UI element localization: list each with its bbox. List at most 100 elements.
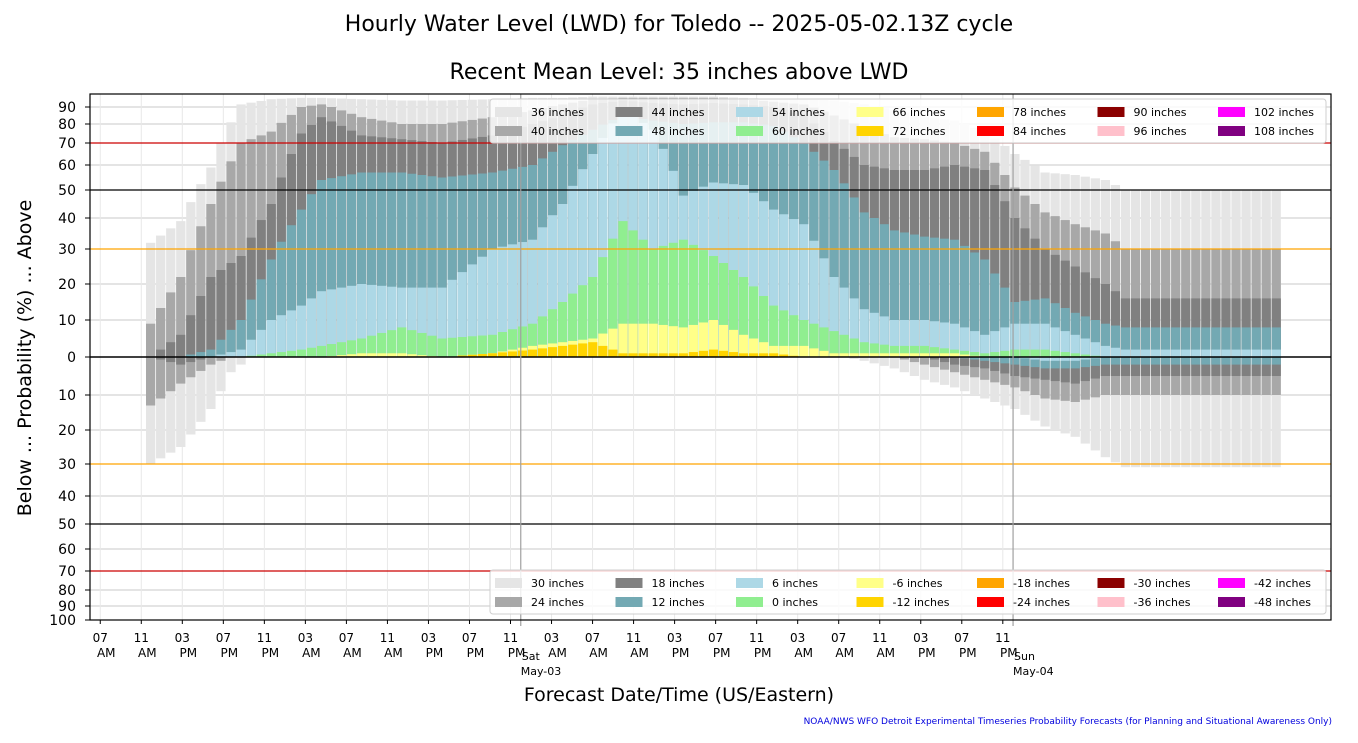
bar-above-segment xyxy=(618,221,628,357)
bar-above-segment xyxy=(336,342,347,357)
bar-above-segment xyxy=(286,310,296,357)
bar-above-segment xyxy=(447,337,457,357)
bar-below-segment xyxy=(1251,357,1261,365)
bar-below-segment xyxy=(919,357,930,380)
x-axis-label: Forecast Date/Time (US/Eastern) xyxy=(523,684,835,706)
bar-above-segment xyxy=(929,321,940,357)
y-tick-label: 50 xyxy=(58,183,76,199)
bar-above-segment xyxy=(226,263,236,357)
day-label: Sat xyxy=(522,650,541,663)
bar-above-segment xyxy=(236,256,246,357)
bar-below-segment xyxy=(1130,357,1141,468)
bar-above-segment xyxy=(849,197,859,357)
bar-above-segment xyxy=(326,178,337,357)
bar-below-segment xyxy=(186,357,196,363)
bar-above-segment xyxy=(869,218,879,357)
legend-label: -48 inches xyxy=(1254,596,1311,609)
y-tick-label: 10 xyxy=(58,313,76,329)
bar-below-segment xyxy=(1060,357,1070,369)
bar-below-segment xyxy=(1231,357,1241,468)
bar-above-segment xyxy=(558,204,568,357)
x-tick-hour: 07 xyxy=(216,631,231,645)
bar-above-segment xyxy=(809,348,819,357)
bar-above-segment xyxy=(939,353,950,357)
x-tick-hour: 11 xyxy=(380,631,395,645)
bar-below-segment xyxy=(196,357,206,371)
bar-above-segment xyxy=(306,298,317,357)
bar-above-segment xyxy=(960,354,970,357)
bar-above-segment xyxy=(980,334,990,357)
bar-above-segment xyxy=(1211,327,1221,357)
bar-above-segment xyxy=(779,354,789,357)
bar-below-segment xyxy=(1171,357,1181,365)
bar-above-segment xyxy=(347,174,357,357)
bar-above-segment xyxy=(638,323,648,357)
legend-swatch xyxy=(736,578,763,588)
x-tick-hour: 07 xyxy=(831,631,846,645)
bar-above-segment xyxy=(1191,349,1201,357)
bar-above-segment xyxy=(839,334,849,357)
bar-above-segment xyxy=(276,315,286,357)
bar-above-segment xyxy=(407,173,417,357)
y-tick-label: 50 xyxy=(58,517,76,533)
bar-below-segment xyxy=(909,357,920,376)
x-tick-hour: 11 xyxy=(749,631,764,645)
bar-above-segment xyxy=(1161,349,1171,357)
bar-above-segment xyxy=(819,350,829,357)
bar-below-segment xyxy=(176,357,186,447)
bar-above-segment xyxy=(296,305,306,357)
bar-above-segment xyxy=(658,245,668,357)
bar-above-segment xyxy=(859,342,869,357)
x-tick-ampm: PM xyxy=(959,646,977,660)
bar-above-segment xyxy=(950,323,960,357)
bar-above-segment xyxy=(1261,349,1271,357)
bar-above-segment xyxy=(477,335,487,357)
bar-below-segment xyxy=(176,357,186,384)
bar-above-segment xyxy=(879,316,889,357)
bar-above-segment xyxy=(487,353,497,357)
bar-below-segment xyxy=(1090,357,1100,451)
bar-below-segment xyxy=(166,357,176,453)
bar-below-segment xyxy=(1110,357,1121,376)
x-tick-ampm: AM xyxy=(589,646,608,660)
bar-above-segment xyxy=(578,169,588,357)
bar-above-segment xyxy=(889,353,899,357)
bar-below-segment xyxy=(1211,357,1221,468)
bar-below-segment xyxy=(1251,357,1261,468)
x-tick-ampm: PM xyxy=(426,646,444,660)
bar-below-segment xyxy=(1201,357,1211,365)
legend-swatch xyxy=(856,126,884,136)
bar-below-segment xyxy=(970,357,980,360)
x-tick-hour: 03 xyxy=(790,631,805,645)
x-tick-ampm: AM xyxy=(794,646,813,660)
bar-above-segment xyxy=(859,309,869,357)
bar-above-segment xyxy=(648,129,658,357)
legend-swatch xyxy=(495,126,522,136)
legend-swatch xyxy=(615,578,643,588)
bar-above-segment xyxy=(1130,327,1141,357)
bar-below-segment xyxy=(1020,357,1030,366)
x-tick-ampm: PM xyxy=(508,646,526,660)
bar-above-segment xyxy=(377,285,387,357)
x-tick-hour: 03 xyxy=(421,631,436,645)
bar-above-segment xyxy=(970,252,980,357)
bar-above-segment xyxy=(276,241,286,357)
bar-above-segment xyxy=(527,349,538,357)
bar-above-segment xyxy=(1080,354,1090,357)
bar-above-segment xyxy=(759,353,769,357)
legend-label: 48 inches xyxy=(652,125,705,138)
bar-above-segment xyxy=(1221,349,1231,357)
bar-above-segment xyxy=(1090,320,1100,357)
bar-above-segment xyxy=(548,347,558,357)
bar-below-segment xyxy=(1130,357,1141,365)
bar-above-segment xyxy=(1000,287,1010,357)
legend-swatch xyxy=(856,597,884,607)
bar-above-segment xyxy=(507,329,518,357)
bar-above-segment xyxy=(1231,327,1241,357)
bar-above-segment xyxy=(427,176,437,357)
bar-above-segment xyxy=(1060,331,1070,357)
bar-above-segment xyxy=(970,352,980,357)
legend-label: 18 inches xyxy=(652,577,705,590)
bar-above-segment xyxy=(859,212,869,357)
